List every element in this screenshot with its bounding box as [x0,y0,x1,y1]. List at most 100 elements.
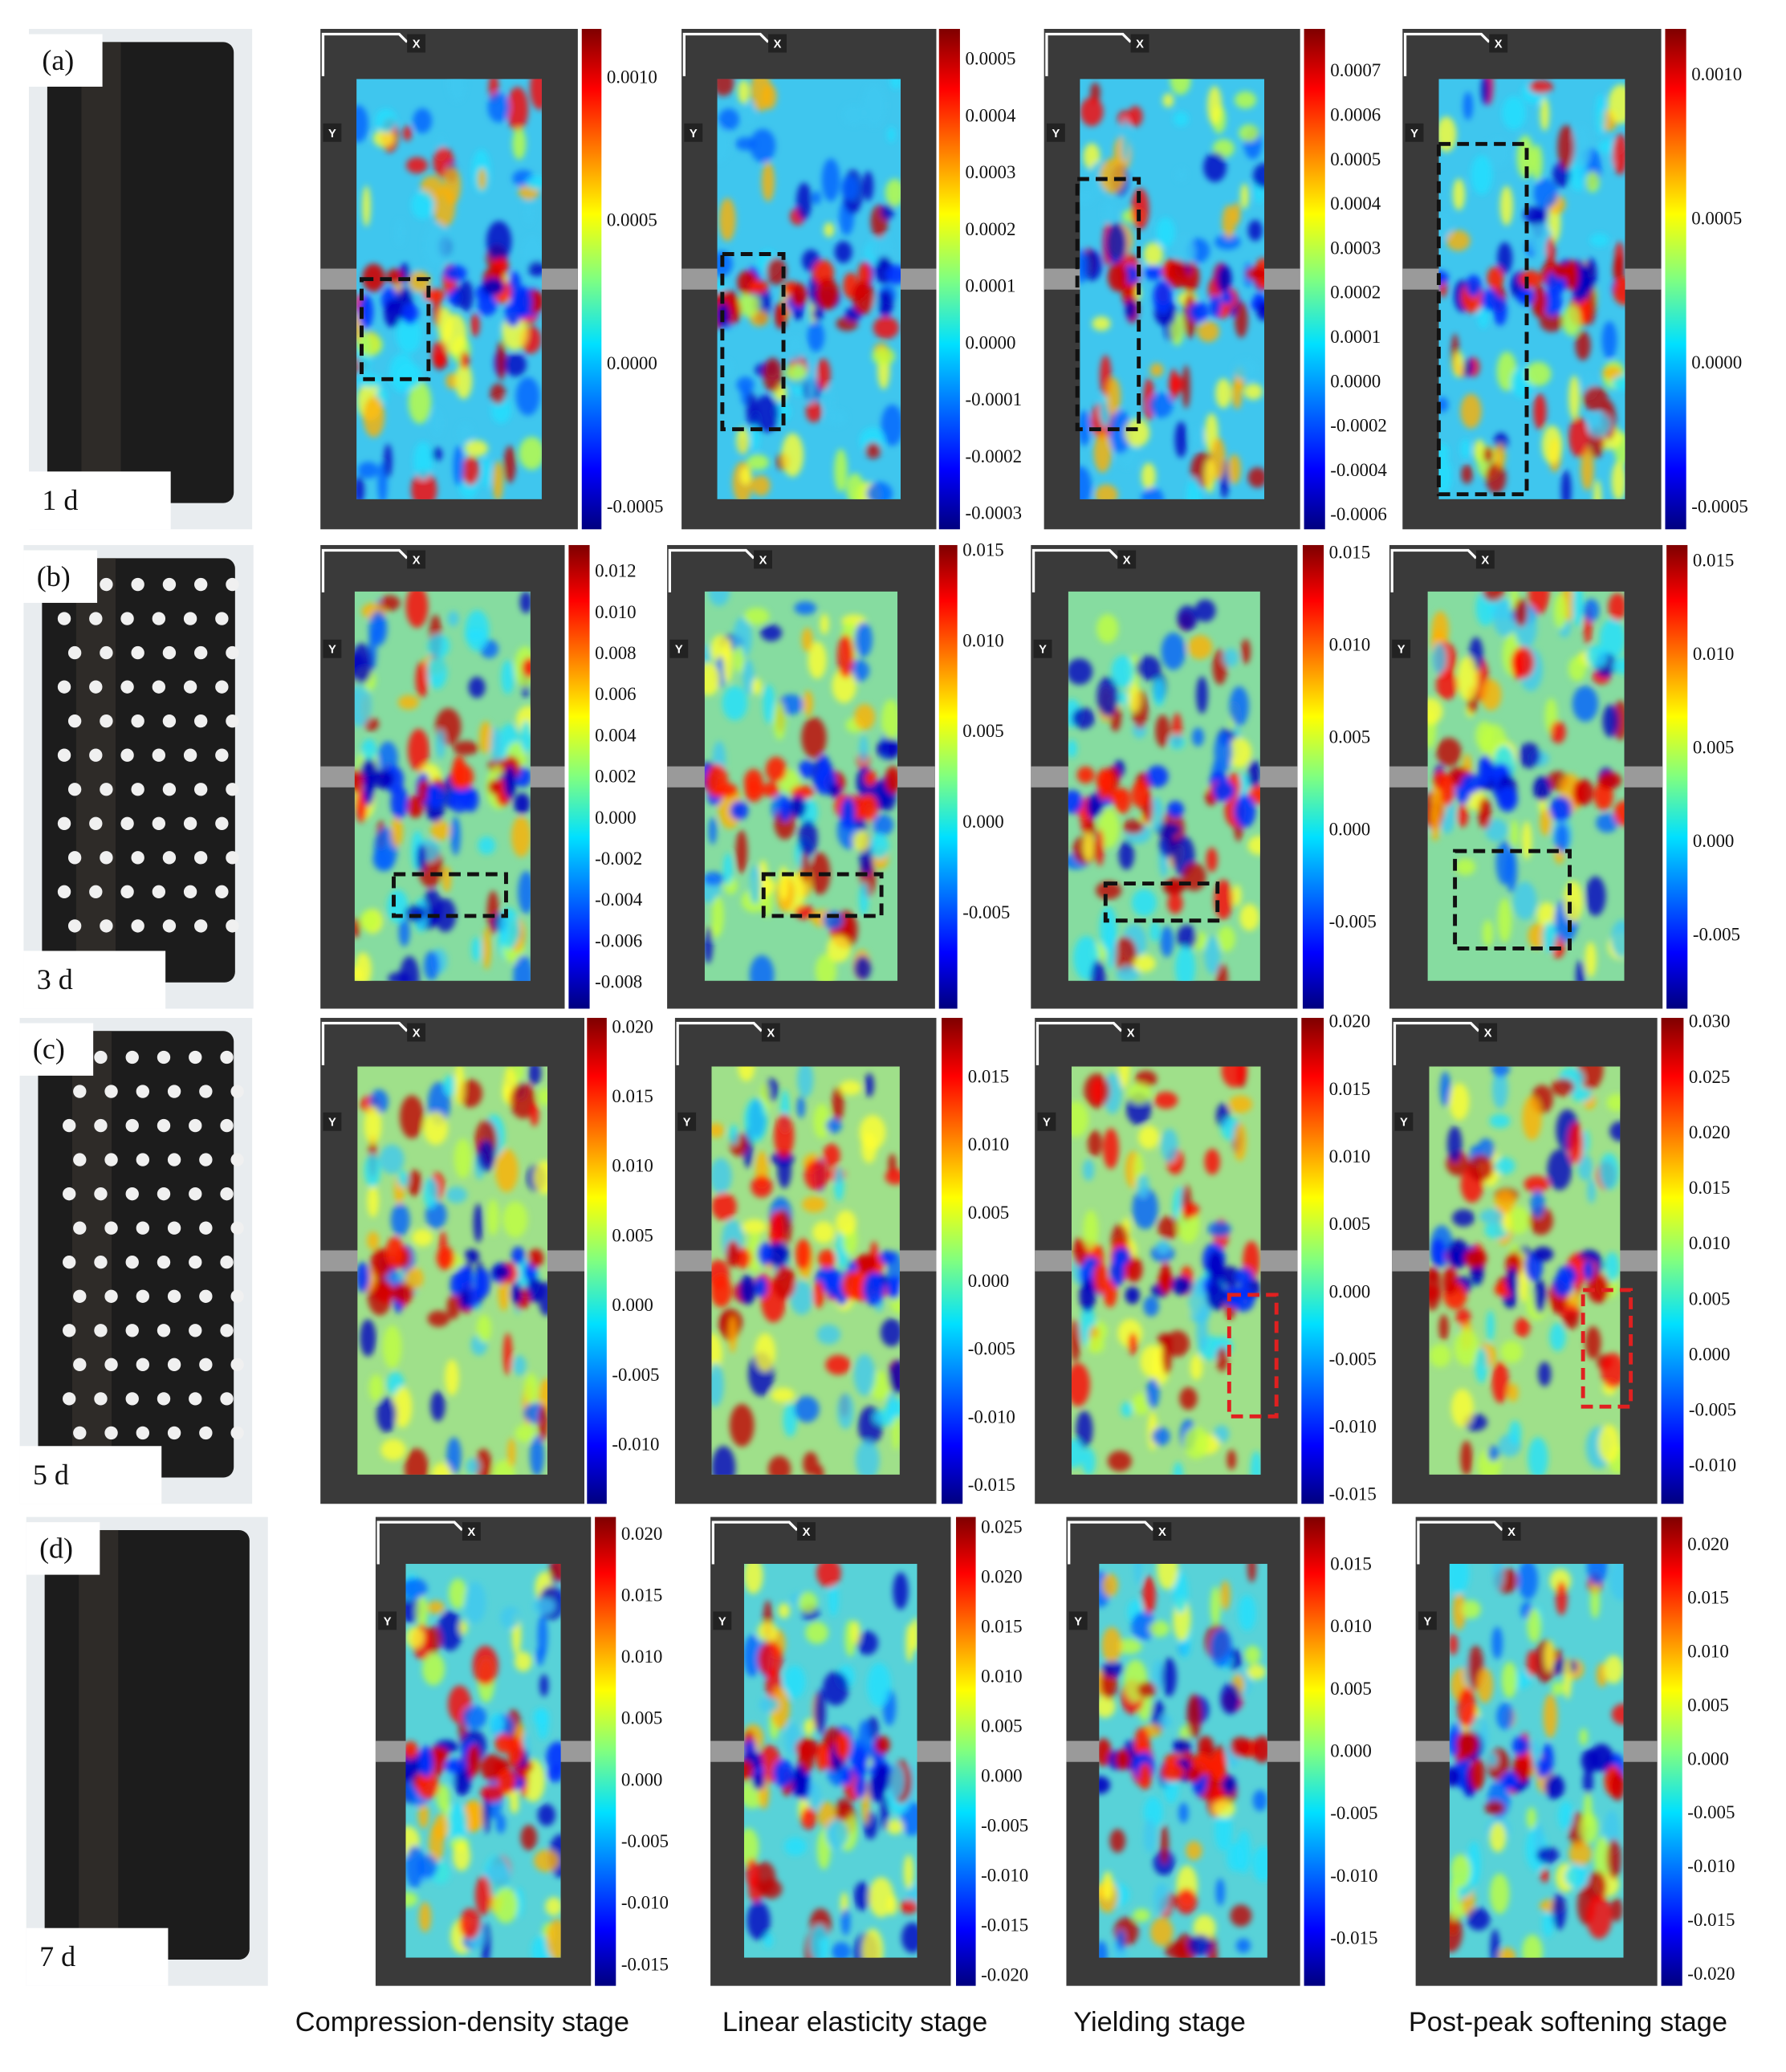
speckle-dot [220,1050,234,1064]
blob [390,1203,410,1236]
stage-label: Compression-density stage [295,2007,629,2037]
blob [1187,635,1213,660]
speckle-dot [100,577,113,592]
band-blob [546,1741,561,1773]
speckle-dot [73,1289,87,1303]
colorbar [595,1516,616,1986]
blob [537,1088,547,1106]
speckle-dot [189,1050,202,1064]
colorbar-tick-label: 0.0003 [1330,238,1381,258]
band-blob [463,1248,480,1264]
y-marker: Y [1397,644,1406,657]
band-blob [1210,1749,1227,1781]
band-blob [1543,288,1562,316]
blob [490,727,502,763]
band-blob [726,1240,740,1268]
blob [867,1663,892,1708]
blob [1585,942,1597,978]
colorbar-tick-label: -0.010 [968,1406,1015,1427]
specimen-photo: (b) 3 d [23,544,254,1009]
blob [1102,198,1117,224]
speckle-dot [199,1221,213,1235]
blob [537,1804,556,1826]
colorbar-tick-label: 0.000 [968,1271,1010,1291]
blob [1585,171,1600,193]
blob [1136,1174,1149,1199]
blob [1146,1378,1160,1409]
band-blob [1166,800,1185,819]
y-marker: Y [328,128,336,140]
blob [400,1095,425,1139]
blob [546,1919,561,1958]
blob [774,1113,795,1158]
band-blob [372,1280,395,1302]
blob [1524,1175,1550,1193]
blob [1475,721,1494,751]
blob [1102,1871,1113,1901]
speckle-dot [194,645,208,660]
blob [474,1875,492,1915]
colorbar-tick-label: 0.005 [621,1708,663,1728]
blob [1541,425,1563,464]
blob [1514,598,1528,627]
strain-field [704,591,898,981]
speckle-dot [67,919,82,933]
blob [853,1354,876,1396]
band-blob [816,277,839,311]
blob [1124,418,1150,447]
marker-box [1479,1023,1498,1042]
blob [1174,946,1196,981]
blob [513,955,531,981]
colorbar-tick-label: 0.0004 [965,105,1016,125]
blob [1438,1314,1449,1341]
band-blob [1133,1727,1150,1760]
blob [1533,178,1558,210]
band-blob [706,763,728,798]
colorbar-tick-label: 0.0010 [1691,64,1742,84]
speckle-dot [125,1324,139,1337]
blob [738,291,760,318]
blob [1562,1312,1579,1329]
blob [1151,1427,1170,1446]
blob [1493,600,1517,637]
blob [1522,820,1532,860]
blob [1213,1800,1235,1818]
band-blob [452,755,466,789]
blob [1150,1917,1174,1947]
blob [1080,248,1088,283]
blob [372,129,395,148]
blob [1568,656,1586,682]
age-box [19,1446,162,1504]
blob [1452,1592,1467,1630]
blob [398,918,410,947]
blob [445,1186,467,1203]
strain-field [357,1066,547,1475]
speckle-dot [57,680,71,694]
blob [1536,1846,1560,1864]
band-blob [436,1246,455,1270]
marker-box [1121,1023,1141,1042]
band-blob [511,1282,523,1305]
blob [854,621,873,657]
colorbar-tick-label: 0.000 [1329,1281,1371,1301]
blob [1080,410,1091,446]
blob [796,182,812,220]
blob [1214,1425,1230,1443]
blob [1583,598,1600,622]
blob [465,609,490,652]
blob [435,729,445,759]
strain-map: XY [1066,1516,1300,1986]
blob [806,1781,821,1810]
colorbar-tick-label: 0.0005 [607,210,657,230]
y-marker: Y [675,644,683,657]
highlight-box [761,872,884,918]
band-blob [828,783,841,798]
strain-map: XY [375,1516,592,1986]
age-box [23,951,166,1009]
band-blob [1613,800,1625,826]
speckle-dot [230,1426,244,1440]
blob [512,1355,527,1376]
blob [808,641,827,679]
blob [1608,84,1625,124]
blob [1117,110,1133,127]
